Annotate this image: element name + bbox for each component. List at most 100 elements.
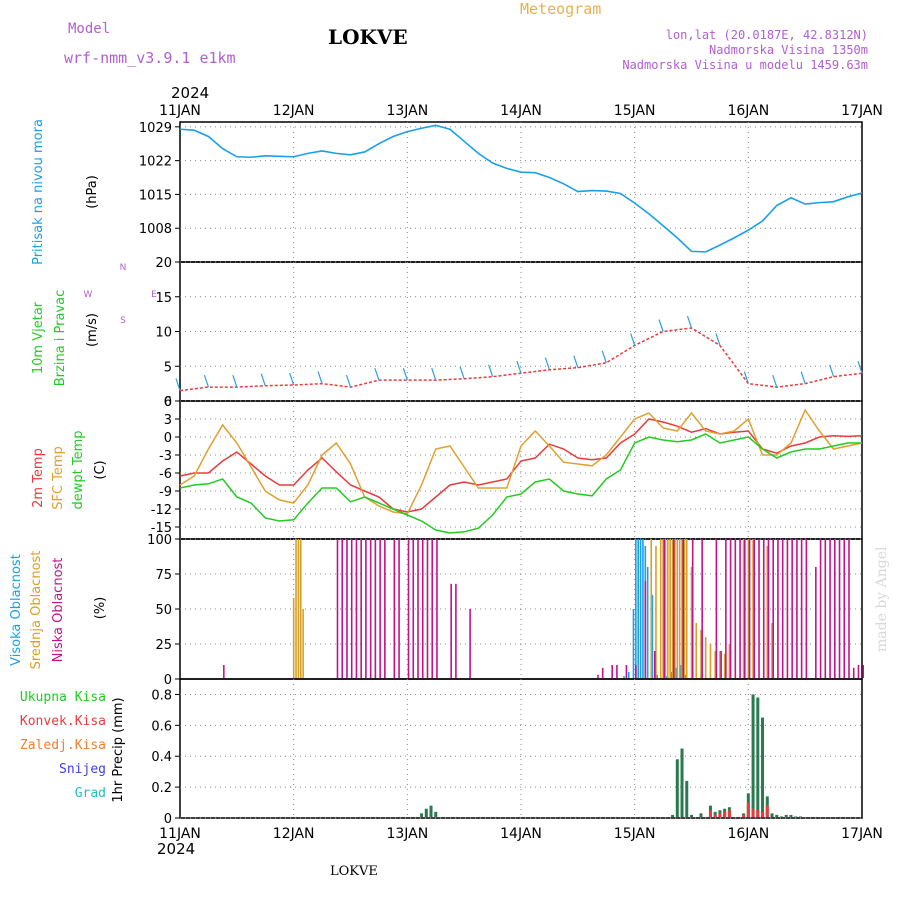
total-precip-bar [680, 748, 684, 817]
x-tick-label-bottom: 12JAN [273, 826, 315, 842]
wind-barb [772, 374, 778, 388]
temperature-panel: -15 -12 -9 -6 -3 0 3 6 [151, 395, 863, 540]
t2m-series-line [179, 418, 863, 513]
precip-ytick-label: 0 [164, 812, 172, 827]
clouds-ytick-label: 25 [155, 638, 172, 653]
wind-ytick-label: 0 [164, 395, 172, 410]
temperature-ytick-label: 0 [164, 431, 172, 446]
convective-precip-bar [746, 802, 750, 817]
x-tick-label-bottom: 11JAN [159, 826, 201, 842]
wind-barb [601, 350, 607, 363]
clouds-ytick-label: 75 [155, 568, 172, 583]
total-precip-bar [434, 811, 438, 817]
total-precip-bar [685, 780, 689, 817]
wind-ylabel-line2: Brzina i Pravac [53, 290, 68, 387]
wind-dir-north: N [120, 263, 127, 273]
total-precip-bar [699, 813, 703, 817]
x-tick-label-top: 15JAN [614, 103, 656, 119]
x-tick-label-top: 12JAN [273, 103, 315, 119]
sfc-temp-series-line [179, 408, 863, 515]
wind-barb [743, 371, 749, 384]
wind-barb [260, 373, 266, 386]
total-precip-bar [671, 814, 675, 817]
total-precip-bar [756, 697, 760, 817]
cloud-ylabel-low: Niska Oblacnost [51, 558, 66, 663]
cloud-ylabel-high: Visoka Oblacnost [9, 554, 24, 666]
temperature-ytick-label: 6 [164, 395, 172, 410]
year-bottom-label: 2024 [157, 840, 195, 858]
wind-barb [686, 315, 693, 329]
precip-ylabel: 1hr Precip (mm) [111, 697, 126, 802]
x-tick-label-top: 17JAN [841, 103, 883, 119]
pressure-ytick-label: 1015 [139, 188, 172, 203]
wind-barb [800, 371, 806, 384]
total-precip-bar [770, 813, 774, 817]
clouds-ytick-label: 100 [147, 533, 172, 548]
lonlat-label: lon,lat (20.0187E, 42.8312N) [666, 28, 868, 42]
total-precip-bar [779, 816, 783, 817]
wind-barb [658, 319, 664, 332]
total-precip-bar [784, 814, 788, 817]
wind-ylabel-line1: 10m Vjetar [31, 301, 46, 374]
x-tick-label-top: 11JAN [159, 103, 201, 119]
total-precip-bar [420, 813, 424, 817]
dewpt-series-line [179, 433, 862, 534]
temp-ylabel-2m: 2m Temp [31, 448, 46, 508]
temperature-ytick-label: -15 [151, 521, 172, 536]
temp-ylabel-dewpt: dewpt Temp [71, 430, 86, 509]
convective-precip-bar [718, 813, 722, 817]
wind-dir-west: W [84, 290, 93, 300]
precip-legend-label: Snijeg [59, 762, 106, 777]
precip-legend-label: Zaledj.Kisa [20, 738, 106, 753]
wind-barb [488, 364, 494, 377]
labels-layer: Model wrf-nmm_v3.9.1 e1km LOKVE Meteogra… [64, 0, 890, 879]
total-precip-bar [789, 814, 793, 817]
x-tick-label-bottom: 14JAN [500, 826, 542, 842]
year-top-label: 2024 [171, 84, 209, 102]
pressure-ytick-label: 1008 [139, 222, 172, 237]
pressure-unit-label: (hPa) [85, 175, 100, 209]
convective-precip-bar [723, 811, 727, 817]
altitude-label: Nadmorska Visina 1350m [709, 43, 868, 57]
model-name: wrf-nmm_v3.9.1 e1km [64, 49, 236, 67]
wind-barb [544, 357, 550, 370]
wind-unit-label: (m/s) [85, 313, 100, 347]
convective-precip-bar [742, 814, 746, 817]
total-precip-bar [751, 694, 755, 817]
product-title: Meteogram [520, 0, 601, 18]
footer-station: LOKVE [330, 864, 378, 879]
wind-barb [459, 366, 465, 379]
convective-precip-bar [756, 810, 760, 817]
wind-barb [203, 374, 209, 388]
model-label: Model [68, 21, 110, 37]
cloud-ylabel-mid: Srednja Oblacnost [29, 551, 44, 670]
total-precip-bar [761, 717, 765, 817]
pressure-panel: 1008 1015 1022 1029 [139, 121, 863, 263]
convective-precip-bar [761, 811, 765, 817]
temp-unit-label: (C) [93, 460, 108, 479]
temperature-ytick-label: -12 [151, 503, 172, 518]
x-tick-label-top: 13JAN [386, 103, 428, 119]
wind-barb [829, 364, 835, 377]
clouds-ytick-label: 50 [155, 603, 172, 618]
wind-barb [232, 374, 238, 388]
precip-ytick-label: 0.4 [151, 750, 172, 765]
x-tick-label-bottom: 15JAN [614, 826, 656, 842]
wind-barb [374, 367, 380, 381]
convective-precip-bar [751, 808, 755, 817]
wind-dir-south: S [120, 316, 126, 326]
wind-barb [317, 371, 323, 384]
temperature-ytick-label: -3 [159, 449, 172, 464]
total-precip-bar [794, 816, 798, 817]
pressure-ytick-label: 1022 [139, 155, 172, 170]
total-precip-bar [798, 816, 802, 817]
cloud-unit-label: (%) [93, 597, 108, 620]
model-altitude-label: Nadmorska Visina u modelu 1459.63m [622, 58, 868, 72]
total-precip-bar [713, 811, 717, 817]
wind-ytick-label: 10 [155, 326, 172, 341]
temp-ylabel-sfc: SFC Temp [51, 446, 66, 510]
temperature-ytick-label: 3 [164, 413, 172, 428]
clouds-ytick-label: 0 [164, 673, 172, 688]
